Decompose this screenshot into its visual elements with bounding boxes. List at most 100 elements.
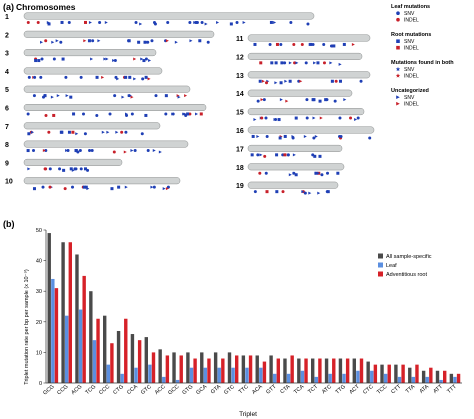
legend-label: Adventitious root: [386, 272, 427, 278]
bar-tcg-1: [92, 340, 97, 383]
mutation-marker: [75, 132, 79, 136]
x-tick-label: GTT: [265, 384, 278, 396]
x-tick-label: TTT: [446, 384, 458, 395]
x-tick-label: TCC: [376, 384, 389, 396]
mutation-marker: [274, 61, 278, 65]
mutation-marker: [292, 171, 296, 175]
chromosome-19: [247, 181, 339, 189]
chromosome-label-11: 11: [236, 36, 244, 43]
mutation-marker: [101, 130, 105, 134]
mutation-marker: [188, 112, 192, 116]
bar-gtt-2: [276, 358, 280, 383]
x-tick-label: ACT: [349, 384, 362, 396]
mutation-marker: [113, 94, 117, 98]
bar-gtc-2: [151, 352, 156, 383]
mutation-marker: [34, 59, 38, 63]
bar-ctc-0: [366, 361, 370, 383]
chromosome-label-12: 12: [236, 54, 244, 61]
mutation-marker: [356, 116, 360, 120]
mutation-marker: [98, 20, 102, 24]
legend-marker-square: [396, 45, 400, 50]
mutation-marker: [259, 153, 263, 157]
legend-group-title: Mutations found in both: [391, 60, 454, 66]
bar-cta-2: [290, 355, 294, 383]
mutation-marker: [39, 75, 43, 79]
mutation-marker: [130, 149, 134, 153]
mutation-marker: [291, 134, 295, 138]
bar-acc-0: [158, 349, 162, 383]
chromosome-9: [23, 158, 123, 166]
mutation-marker: [277, 118, 281, 122]
bar-atc-0: [324, 358, 329, 383]
mutation-marker: [165, 39, 169, 43]
bar-act-2: [359, 358, 364, 383]
mutation-marker: [144, 113, 148, 117]
mutation-marker: [88, 20, 92, 24]
mutation-marker: [115, 130, 119, 134]
mutation-marker: [283, 134, 287, 138]
mutation-marker: [90, 149, 94, 153]
mutation-marker: [242, 20, 246, 24]
mutation-marker: [26, 112, 30, 116]
mutation-marker: [279, 81, 283, 85]
y-tick-label: 30: [36, 289, 42, 295]
mutation-marker: [166, 20, 170, 24]
mutation-marker: [279, 42, 283, 46]
x-tick-label: ACA: [251, 384, 264, 396]
mutation-marker: [270, 61, 274, 65]
mutation-marker: [42, 95, 46, 99]
mutation-marker: [40, 40, 44, 44]
mutation-marker: [117, 185, 121, 189]
x-tick-label: CTT: [390, 384, 403, 396]
mutation-marker: [150, 185, 154, 189]
mutation-marker: [130, 112, 134, 116]
mutation-marker: [74, 167, 78, 171]
mutation-marker: [171, 112, 175, 116]
legend-item-label: INDEL: [404, 46, 419, 52]
mutation-marker: [134, 20, 138, 24]
mutation-marker: [261, 79, 265, 83]
mutation-marker: [274, 81, 278, 85]
mutation-marker: [71, 130, 75, 134]
mutation-marker: [67, 130, 71, 134]
mutation-marker: [251, 134, 255, 138]
mutation-marker: [87, 39, 91, 43]
mutation-marker: [311, 98, 315, 102]
mutation-marker: [303, 134, 307, 138]
mutation-marker: [143, 40, 147, 44]
bar-ttc-0: [241, 355, 246, 383]
x-tick-label: CCG: [56, 384, 69, 396]
mutation-marker: [128, 75, 132, 79]
mutation-marker: [253, 42, 257, 46]
bar-cca-0: [130, 334, 135, 383]
x-tick-label: ACC: [154, 384, 167, 396]
mutation-marker: [83, 167, 87, 171]
mutation-marker: [144, 75, 148, 79]
mutation-marker: [329, 44, 333, 48]
mutation-marker: [186, 112, 190, 116]
mutation-marker: [158, 150, 162, 154]
bar-gtg-2: [193, 358, 197, 383]
mutation-marker: [265, 190, 269, 194]
mutation-marker: [318, 154, 322, 158]
mutation-marker: [279, 98, 283, 102]
chromosome-label-1: 1: [5, 14, 9, 21]
bar-gtg-1: [189, 367, 194, 383]
legend-item-label: SNV: [404, 95, 415, 101]
mutation-marker: [264, 171, 268, 175]
bar-gcc-1: [175, 379, 180, 383]
bar-acc-1: [162, 376, 166, 383]
mutation-marker: [154, 94, 158, 98]
bar-tca-0: [297, 358, 301, 383]
bar-ctg-2: [124, 318, 128, 383]
chromosome-1: [23, 12, 315, 20]
x-tick-label: TCA: [293, 384, 306, 396]
x-tick-label: GTC: [140, 384, 153, 396]
mutation-marker: [124, 185, 128, 189]
mutation-marker: [275, 153, 279, 157]
bar-gtg-0: [186, 352, 190, 383]
x-tick-label: ATT: [432, 384, 444, 395]
bar-att-0: [435, 370, 440, 383]
bar-ata-2: [429, 367, 433, 383]
legend-marker-star: [395, 66, 401, 72]
